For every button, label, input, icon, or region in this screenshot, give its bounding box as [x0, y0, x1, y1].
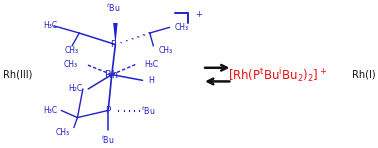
Text: P: P — [110, 40, 115, 49]
Text: CH₃: CH₃ — [175, 23, 189, 32]
Text: H₃C: H₃C — [43, 21, 57, 30]
Text: $^t$Bu: $^t$Bu — [107, 2, 121, 14]
Text: H: H — [148, 76, 154, 85]
Text: H₃C: H₃C — [43, 106, 57, 115]
Text: $^t$Bu: $^t$Bu — [141, 104, 155, 117]
Text: CH₃: CH₃ — [64, 60, 77, 69]
Text: $^i$Bu: $^i$Bu — [101, 133, 115, 146]
Text: Rh: Rh — [105, 70, 118, 80]
Text: CH₃: CH₃ — [65, 46, 79, 55]
Text: Rh(III): Rh(III) — [3, 70, 32, 80]
Text: +: + — [195, 10, 202, 19]
Text: $\mathsf{[Rh(P^tBu^iBu_2)_2]^+}$: $\mathsf{[Rh(P^tBu^iBu_2)_2]^+}$ — [228, 66, 327, 84]
Text: Rh(I): Rh(I) — [352, 70, 375, 80]
Text: CH₃: CH₃ — [159, 46, 173, 55]
Text: H₃C: H₃C — [144, 60, 158, 69]
Text: CH₃: CH₃ — [56, 128, 70, 137]
Text: H₂C: H₂C — [69, 84, 83, 93]
Text: P: P — [105, 106, 111, 115]
Polygon shape — [113, 23, 118, 45]
